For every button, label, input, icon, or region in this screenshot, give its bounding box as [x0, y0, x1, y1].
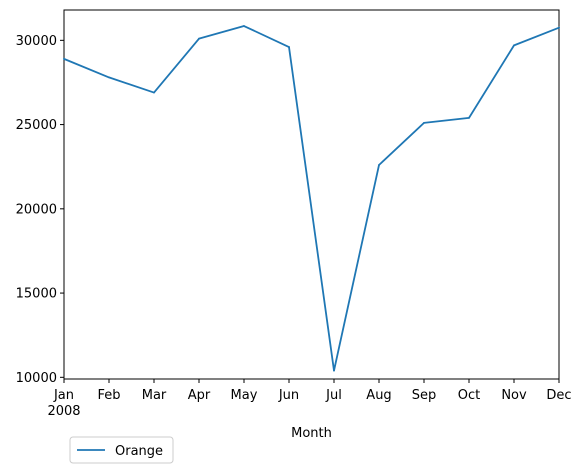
y-tick-label: 10000: [16, 371, 57, 386]
data-point-dec: [558, 26, 560, 29]
x-tick-label: Oct: [458, 388, 480, 403]
x-tick-label: May: [231, 388, 258, 403]
x-tick-label: Mar: [142, 388, 167, 403]
y-tick-label: 25000: [16, 118, 57, 133]
x-tick-label: Nov: [501, 388, 527, 403]
y-axis: 10000 15000 20000 25000 30000: [16, 34, 64, 386]
data-point-mar: [153, 91, 155, 94]
x-tick-label: Jan: [53, 388, 74, 403]
x-tick-label: Feb: [97, 388, 120, 403]
y-tick-label: 30000: [16, 34, 57, 49]
y-tick-label: 20000: [16, 202, 57, 217]
legend-box: [69, 436, 174, 464]
data-point-feb: [108, 76, 110, 79]
series-line-orange: [63, 25, 560, 372]
x-tick-label: Jun: [278, 388, 299, 403]
x-tick-label: Apr: [188, 388, 211, 403]
data-point-apr: [198, 37, 200, 40]
x-tick-label: Jul: [325, 388, 342, 403]
data-point-may: [243, 25, 245, 27]
y-tick-label: 15000: [16, 287, 57, 302]
plot-area: [63, 9, 560, 380]
plot-frame: [63, 9, 560, 380]
legend: Orange: [69, 436, 174, 464]
data-point-oct: [468, 116, 470, 119]
data-point-sep: [423, 121, 425, 124]
x-axis-title: Month: [291, 426, 332, 441]
data-point-jul: [333, 369, 335, 372]
legend-label-orange: Orange: [115, 444, 163, 459]
x-tick-label: Aug: [366, 388, 391, 403]
x-year-label: 2008: [47, 404, 80, 419]
x-tick-label: Sep: [412, 388, 437, 403]
data-point-jun: [288, 46, 290, 48]
data-point-jan: [63, 57, 65, 60]
data-point-nov: [513, 44, 515, 47]
series-line-layer: [63, 25, 560, 372]
x-tick-label: Dec: [546, 388, 571, 403]
x-axis: Jan Feb Mar Apr May Jun Jul Aug Sep Oct Nov Dec: [53, 379, 572, 403]
data-point-aug: [378, 164, 380, 166]
